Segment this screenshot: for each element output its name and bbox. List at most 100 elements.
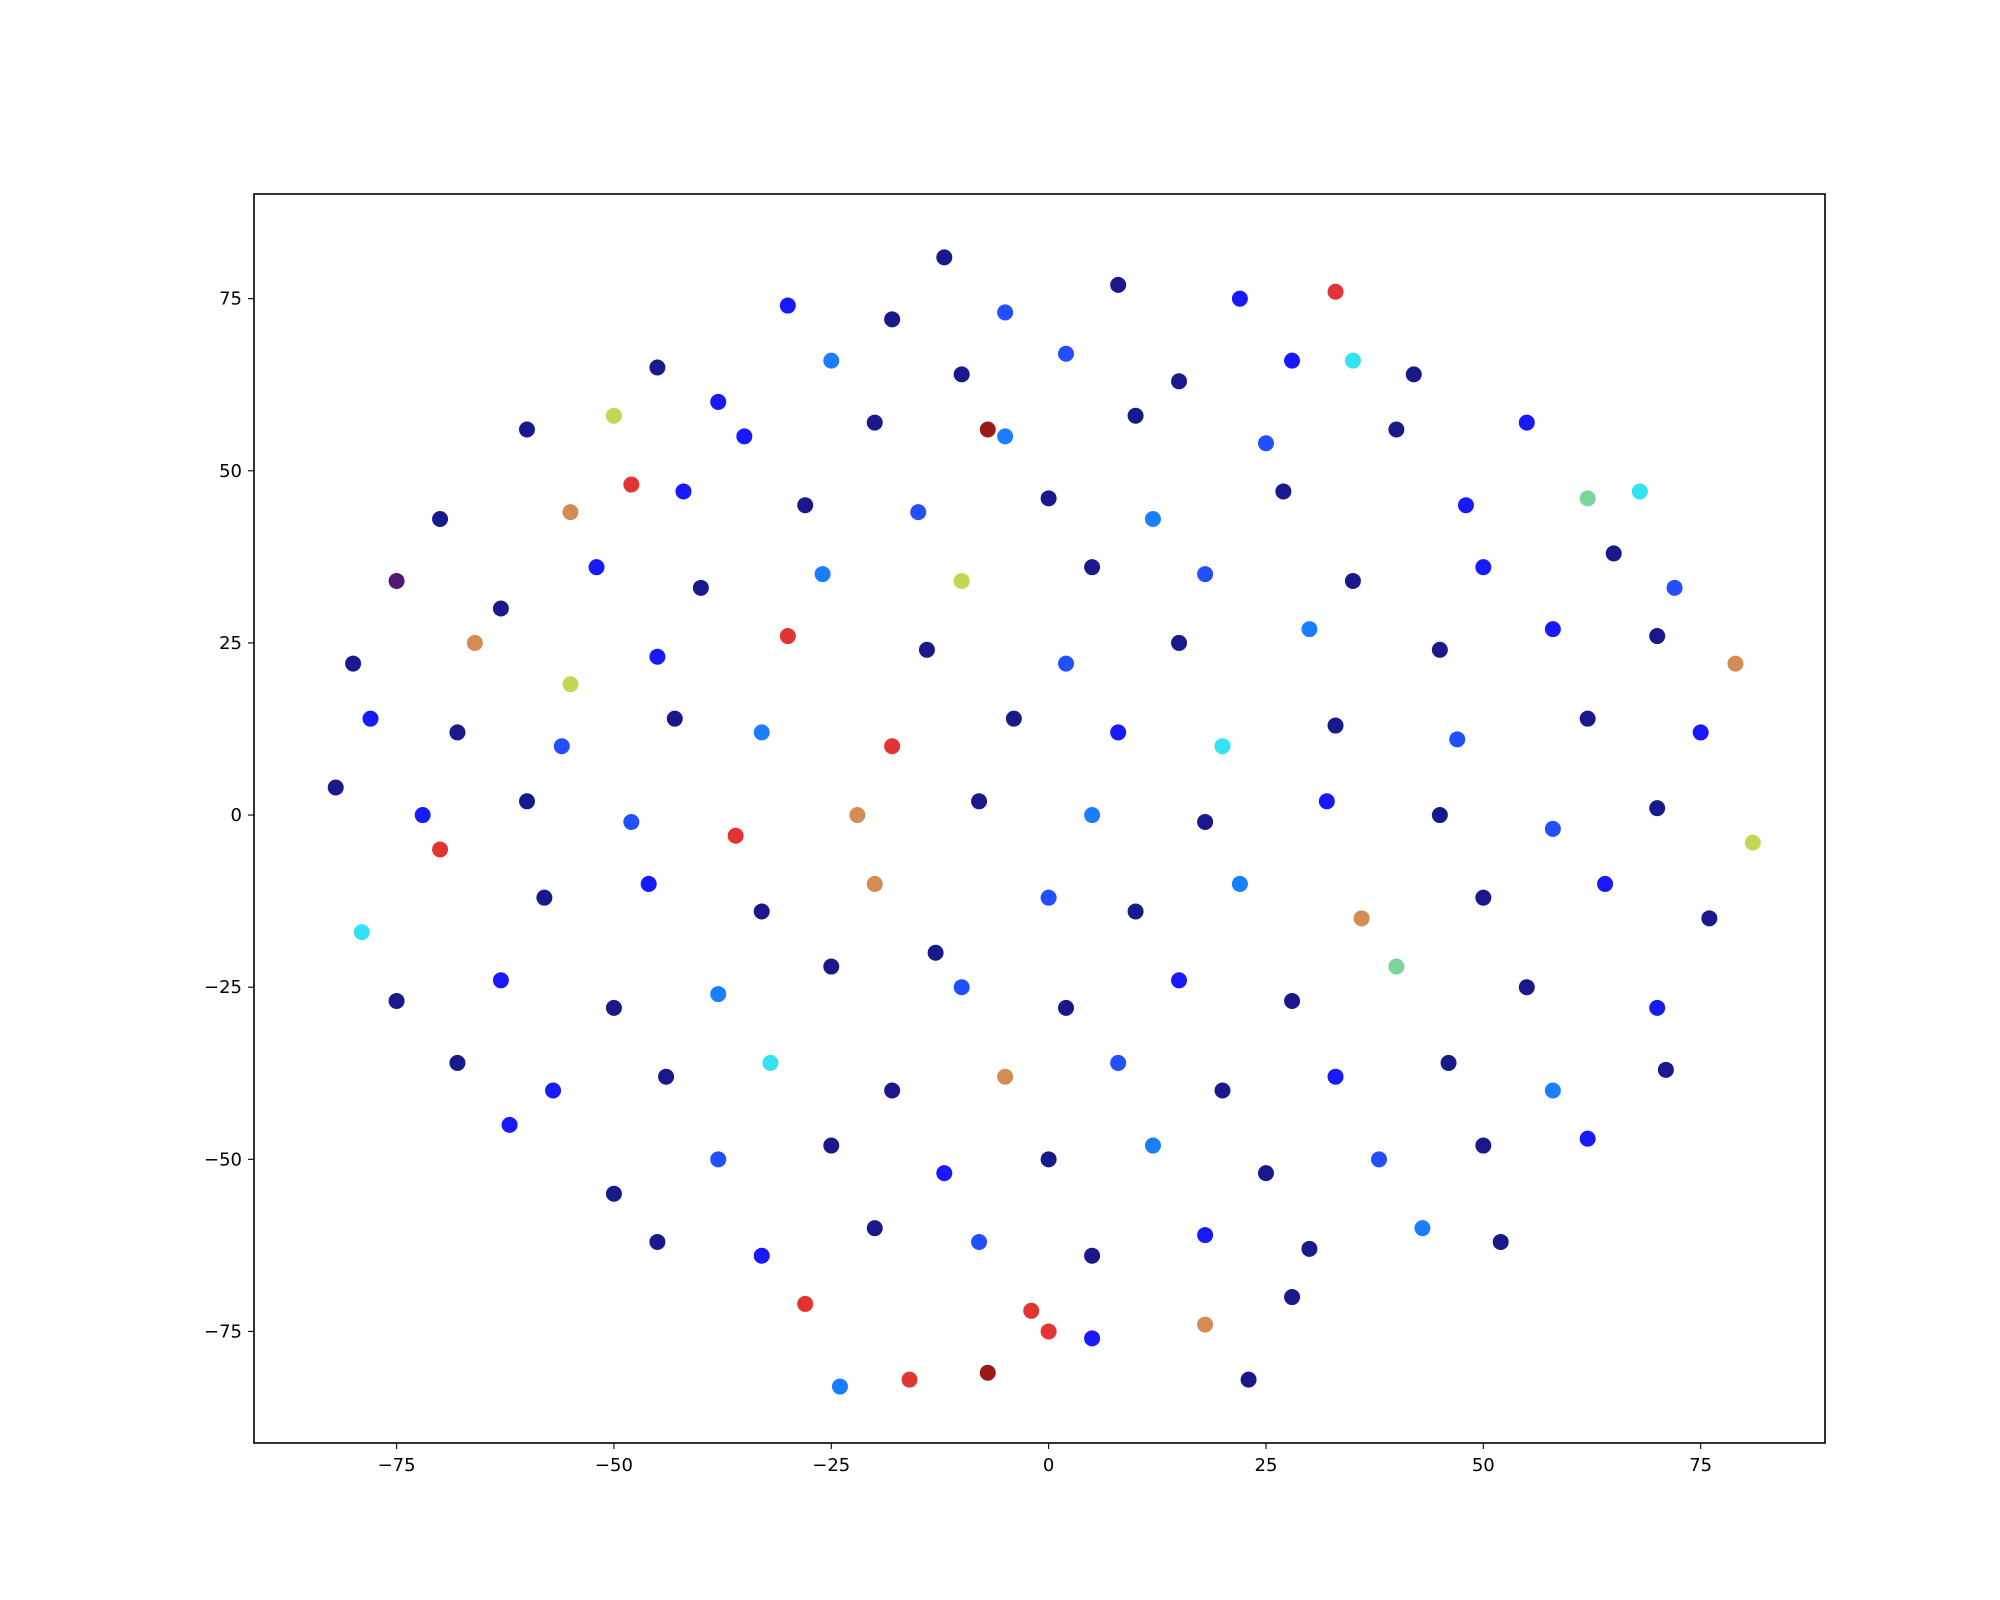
point <box>979 421 996 438</box>
point <box>1040 1151 1057 1168</box>
point <box>1579 490 1596 507</box>
point <box>823 352 840 369</box>
point <box>492 972 509 989</box>
plot-frame <box>253 193 1826 1444</box>
point <box>1171 634 1188 651</box>
point <box>1110 724 1127 741</box>
point <box>1231 875 1248 892</box>
point <box>353 924 370 941</box>
point <box>666 710 683 727</box>
point <box>1475 1137 1492 1154</box>
point <box>1110 276 1127 293</box>
point <box>449 724 466 741</box>
point <box>1388 421 1405 438</box>
point <box>1370 1151 1387 1168</box>
point <box>953 366 970 383</box>
point <box>1701 910 1718 927</box>
point <box>936 1165 953 1182</box>
point <box>345 655 362 672</box>
point <box>623 476 640 493</box>
y-tick-label: −50 <box>204 1149 242 1170</box>
point <box>1040 490 1057 507</box>
point <box>1127 903 1144 920</box>
y-tick-label: −75 <box>204 1321 242 1342</box>
point <box>797 1295 814 1312</box>
point <box>1597 875 1614 892</box>
point <box>884 1082 901 1099</box>
point <box>762 1054 779 1071</box>
point <box>1475 559 1492 576</box>
point <box>605 999 622 1016</box>
point <box>1301 621 1318 638</box>
point <box>1318 793 1335 810</box>
point <box>605 407 622 424</box>
point <box>362 710 379 727</box>
point <box>884 311 901 328</box>
x-tick-label: −50 <box>595 1455 633 1476</box>
point <box>605 1185 622 1202</box>
point <box>623 813 640 830</box>
point <box>753 1247 770 1264</box>
point <box>901 1371 918 1388</box>
point <box>518 421 535 438</box>
point <box>1084 559 1101 576</box>
point <box>1110 1054 1127 1071</box>
point <box>779 628 796 645</box>
point <box>1457 497 1474 514</box>
point <box>692 579 709 596</box>
point <box>1127 407 1144 424</box>
point <box>918 641 935 658</box>
point <box>736 428 753 445</box>
point <box>1144 1137 1161 1154</box>
point <box>927 944 944 961</box>
point <box>1144 510 1161 527</box>
point <box>1058 999 1075 1016</box>
point <box>997 428 1014 445</box>
y-tick-label: 25 <box>219 633 242 654</box>
point <box>710 986 727 1003</box>
point <box>1440 1054 1457 1071</box>
point <box>432 841 449 858</box>
point <box>797 497 814 514</box>
point <box>1518 979 1535 996</box>
point <box>1649 800 1666 817</box>
point <box>553 738 570 755</box>
point <box>1649 628 1666 645</box>
point <box>1058 345 1075 362</box>
point <box>432 510 449 527</box>
point <box>536 889 553 906</box>
point <box>953 979 970 996</box>
point <box>1084 1247 1101 1264</box>
x-tick-label: 50 <box>1472 1455 1495 1476</box>
point <box>1327 283 1344 300</box>
point <box>997 1068 1014 1085</box>
point <box>866 875 883 892</box>
point <box>1657 1061 1674 1078</box>
point <box>1544 820 1561 837</box>
point <box>753 724 770 741</box>
point <box>640 875 657 892</box>
point <box>1284 352 1301 369</box>
point <box>1214 738 1231 755</box>
point <box>649 1233 666 1250</box>
point <box>1214 1082 1231 1099</box>
point <box>414 807 431 824</box>
point <box>823 958 840 975</box>
point <box>1605 545 1622 562</box>
point <box>327 779 344 796</box>
point <box>1388 958 1405 975</box>
point <box>884 738 901 755</box>
y-tick-label: −25 <box>204 977 242 998</box>
point <box>814 566 831 583</box>
point <box>1197 1227 1214 1244</box>
point <box>971 793 988 810</box>
point <box>1544 621 1561 638</box>
x-tick-label: 25 <box>1255 1455 1278 1476</box>
x-tick-label: 75 <box>1689 1455 1712 1476</box>
point <box>710 393 727 410</box>
point <box>501 1116 518 1133</box>
point <box>1649 999 1666 1016</box>
point <box>1284 992 1301 1009</box>
x-tick-label: −25 <box>812 1455 850 1476</box>
point <box>1257 435 1274 452</box>
